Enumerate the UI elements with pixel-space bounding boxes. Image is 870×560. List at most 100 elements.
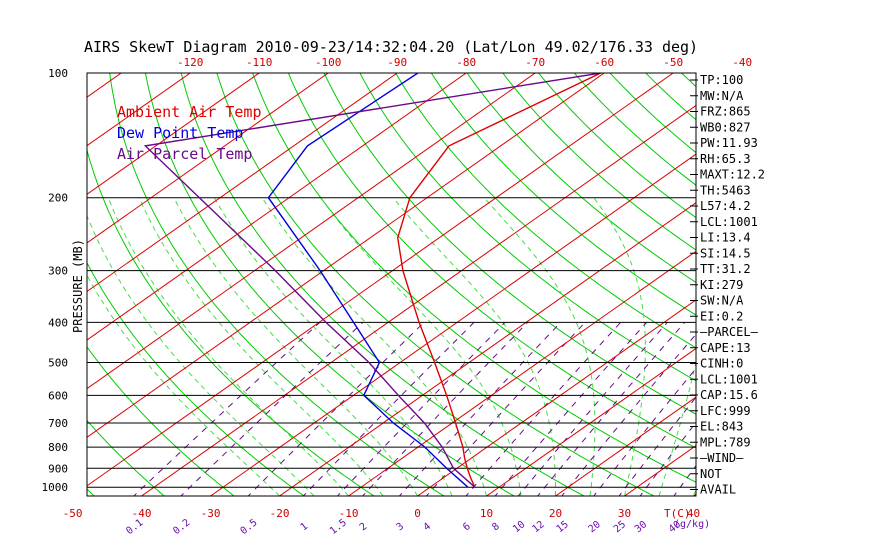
dry-adiabat-line	[789, 73, 870, 498]
bottom-temp-tick-label: -10	[339, 507, 359, 520]
stats-entry: KI:279	[700, 278, 743, 292]
top-temp-tick-label: -60	[594, 56, 614, 69]
stats-entry: —WIND—	[700, 451, 744, 465]
top-temp-tick-label: -50	[663, 56, 683, 69]
mixing-ratio-line	[398, 322, 562, 496]
legend-item-parcel: Air Parcel Temp	[117, 145, 252, 163]
isotherm-line	[87, 73, 467, 341]
mixing-ratio-tick-label: 1.5	[328, 517, 349, 537]
mixing-ratio-unit-label: (g/kg)	[674, 519, 710, 530]
mixing-ratio-axis: 0.1 0.2 0.5 1 1.5 2 3 4 6 8 10 12 15 20 25 30 40	[124, 517, 683, 537]
mixing-ratio-tick-label: 3	[395, 521, 407, 533]
isotherm-line	[763, 73, 870, 496]
mixing-ratio-line	[517, 322, 668, 496]
mixing-ratio-line	[302, 322, 475, 496]
stats-entry: MAXT:12.2	[700, 168, 765, 182]
stats-entry: MPL:789	[700, 435, 751, 449]
top-temp-tick-label: -90	[387, 56, 407, 69]
bottom-temp-tick-label: -20	[270, 507, 290, 520]
mixing-ratio-line	[561, 333, 696, 496]
isotherm-line	[87, 73, 191, 147]
stats-entry: TH:5463	[700, 183, 751, 197]
mixing-ratio-tick-label: 2	[358, 521, 370, 533]
isotherm-line	[87, 73, 329, 244]
dry-adiabat-line	[860, 73, 870, 498]
mixing-ratio-tick-label: 1	[299, 521, 311, 533]
moist-adiabat-line	[87, 214, 315, 496]
dry-adiabat-line	[395, 73, 696, 349]
mixing-ratio-line	[593, 367, 696, 496]
mixing-ratio-tick-label: 8	[490, 521, 502, 533]
dry-adiabat-line	[0, 73, 26, 498]
stats-entry: —PARCEL—	[700, 325, 759, 339]
stats-entry: MW:N/A	[700, 89, 744, 103]
pressure-tick-label: 200	[48, 192, 68, 205]
mixing-ratio-tick-label: 15	[555, 519, 571, 535]
moist-adiabat-line	[392, 197, 556, 496]
mixing-ratio-line	[639, 421, 696, 496]
stats-entry: L57:4.2	[700, 199, 751, 213]
legend: Ambient Air Temp Dew Point Temp Air Parc…	[117, 103, 262, 163]
mixing-ratio-line	[336, 322, 506, 496]
isotherm-line	[555, 396, 696, 496]
mixing-ratio-line	[673, 464, 696, 496]
mixing-ratio-tick-label: 0.5	[239, 517, 260, 537]
dry-adiabat-line	[287, 73, 696, 449]
moist-adiabat-line	[261, 197, 487, 496]
bottom-temp-tick-label: -30	[201, 507, 221, 520]
stats-entry: TP:100	[700, 73, 743, 87]
bottom-temp-tick-label: -40	[132, 507, 152, 520]
dry-adiabat-line	[825, 73, 870, 498]
isotherm-line	[486, 347, 696, 496]
pressure-tick-label: 700	[48, 417, 68, 430]
bottom-temp-tick-label: 20	[549, 507, 562, 520]
mixing-ratio-line	[133, 322, 321, 496]
stats-entry: CAP:15.6	[700, 388, 758, 402]
pressure-tick-label: 400	[48, 316, 68, 329]
moist-adiabat-line	[658, 360, 696, 496]
dry-adiabat-line	[466, 73, 696, 284]
isotherm-line	[348, 250, 696, 496]
bottom-temp-tick-label: 30	[618, 507, 631, 520]
pressure-tick-label: 900	[48, 462, 68, 475]
mixing-ratio-tick-label: 10	[511, 519, 527, 535]
mixing-ratio-line	[247, 322, 425, 496]
chart-title: AIRS SkewT Diagram 2010-09-23/14:32:04.2…	[84, 38, 698, 56]
stats-entry: NOT	[700, 467, 722, 481]
bottom-temp-tick-label: -50	[63, 507, 83, 520]
mixing-ratio-tick-label: 0.2	[171, 517, 192, 537]
stats-entry: FRZ:865	[700, 105, 751, 119]
stats-entry: SW:N/A	[700, 294, 744, 308]
mixing-ratio-line	[465, 322, 621, 496]
top-temp-tick-label: -100	[315, 56, 342, 69]
mixing-ratio-line	[618, 396, 696, 496]
stats-entry: LCL:1001	[700, 372, 758, 386]
bottom-temperature-axis: -50 -40 -30 -20 -10 0 10 20 30 40	[63, 507, 701, 520]
top-temp-tick-label: -70	[525, 56, 545, 69]
isotherm-line	[87, 73, 605, 438]
isotherm-line	[87, 73, 674, 487]
stats-entry: WB0:827	[700, 120, 751, 134]
stats-entry: AVAIL	[700, 483, 736, 497]
stats-entry: CINH:0	[700, 357, 743, 371]
stats-entry: TT:31.2	[700, 262, 751, 276]
isotherm-line	[0, 73, 52, 496]
stats-entry: LI:13.4	[700, 231, 751, 245]
mixing-ratio-tick-label: 4	[422, 521, 434, 533]
y-axis-label: PRESSURE (MB)	[71, 239, 85, 333]
top-temp-tick-label: -120	[177, 56, 204, 69]
legend-item-temperature: Ambient Air Temp	[117, 103, 262, 121]
moist-adiabat-line	[138, 197, 384, 496]
stats-entry: CAPE:13	[700, 341, 751, 355]
dry-adiabat-line	[645, 73, 696, 121]
dewpoint-line	[267, 73, 469, 488]
top-temp-tick-label: -40	[732, 56, 752, 69]
pressure-tick-label: 800	[48, 441, 68, 454]
stats-entry: SI:14.5	[700, 246, 751, 260]
mixing-ratio-line	[537, 322, 686, 496]
x-axis-unit-label: T(C)	[664, 507, 691, 520]
isotherm-line	[279, 202, 696, 496]
isotherm-line	[87, 73, 536, 390]
stats-entry: EI:0.2	[700, 309, 743, 323]
